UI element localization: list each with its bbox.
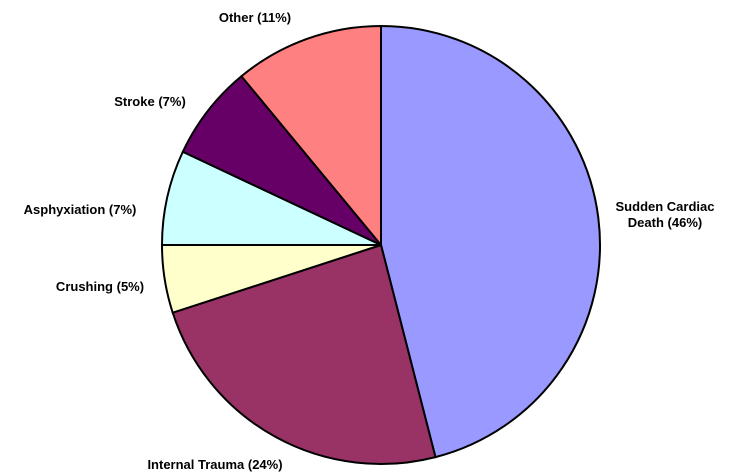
category-name: Asphyxiation [23,202,106,217]
value-label: (46%) [667,215,703,230]
value-label: (5%) [116,279,145,294]
category-name: Sudden Cardiac Death [615,199,715,230]
value-label: (11%) [257,10,292,25]
value-label: (7%) [108,202,137,217]
slice-label: Other (11%) [219,10,291,26]
slice-label: Stroke (7%) [114,94,186,110]
value-label: (7%) [158,94,186,109]
slice-label: Sudden Cardiac Death (46%) [605,199,725,231]
slice-label: Internal Trauma (24%) [147,457,282,473]
pie-slice [239,24,382,248]
slice-label: Asphyxiation (7%) [24,202,137,218]
pie-slice [380,24,601,459]
category-name: Crushing [55,279,113,294]
value-label: (24%) [247,457,283,472]
category-name: Other [218,10,254,25]
pie-slice [171,243,437,465]
category-name: Internal Trauma [147,457,245,472]
slice-label: Crushing (5%) [56,279,144,295]
category-name: Stroke [114,94,155,109]
